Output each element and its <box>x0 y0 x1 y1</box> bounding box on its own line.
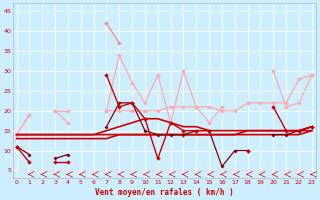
X-axis label: Vent moyen/en rafales ( km/h ): Vent moyen/en rafales ( km/h ) <box>95 188 234 197</box>
